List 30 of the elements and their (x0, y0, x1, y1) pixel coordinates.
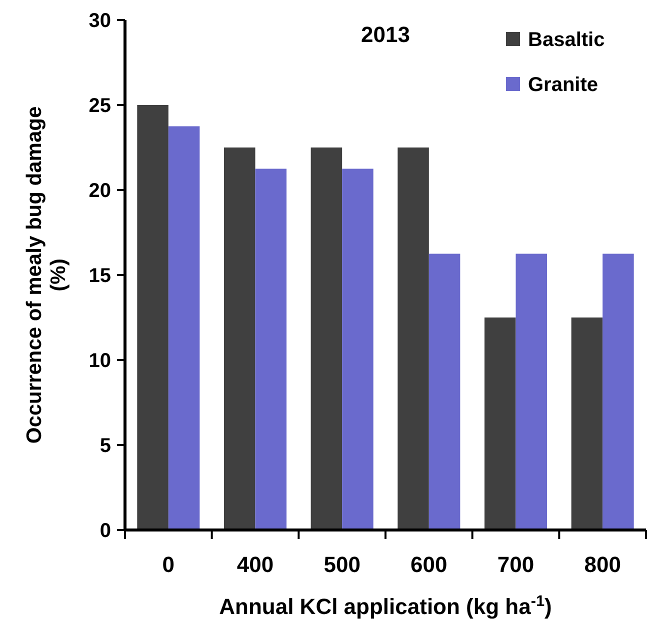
y-tick-label: 15 (88, 265, 111, 287)
x-tick-label: 700 (497, 552, 534, 577)
bar (342, 168, 374, 530)
bar (137, 105, 168, 530)
y-tick-label: 5 (100, 435, 111, 457)
legend-label: Basaltic (528, 29, 605, 51)
x-axis-title: Annual KCl application (kg ha$^{-1}$) (219, 592, 552, 619)
x-tick-label: 500 (324, 552, 360, 577)
bar (255, 168, 287, 530)
bar (168, 126, 200, 530)
bar (310, 148, 342, 530)
y-tick-label: 30 (88, 10, 111, 32)
bar (398, 148, 429, 530)
bar (224, 148, 256, 530)
y-tick-label: 10 (88, 350, 111, 372)
x-tick-label: 600 (410, 552, 448, 577)
bar (602, 254, 634, 530)
y-axis-title: Occurrence of mealy bug damage (%) (23, 106, 70, 444)
bar (571, 318, 603, 530)
bar (428, 254, 460, 530)
y-tick-label: 20 (88, 180, 111, 202)
y-tick-label: 25 (88, 95, 111, 117)
x-tick-label: 800 (584, 552, 621, 577)
legend-label: Granite (528, 74, 598, 96)
bar (484, 318, 516, 530)
chart-title: 2013 (361, 22, 410, 47)
x-tick-label: 0 (162, 552, 175, 577)
y-tick-label: 0 (100, 520, 111, 542)
x-tick-label: 400 (236, 552, 274, 577)
bar (516, 254, 548, 530)
